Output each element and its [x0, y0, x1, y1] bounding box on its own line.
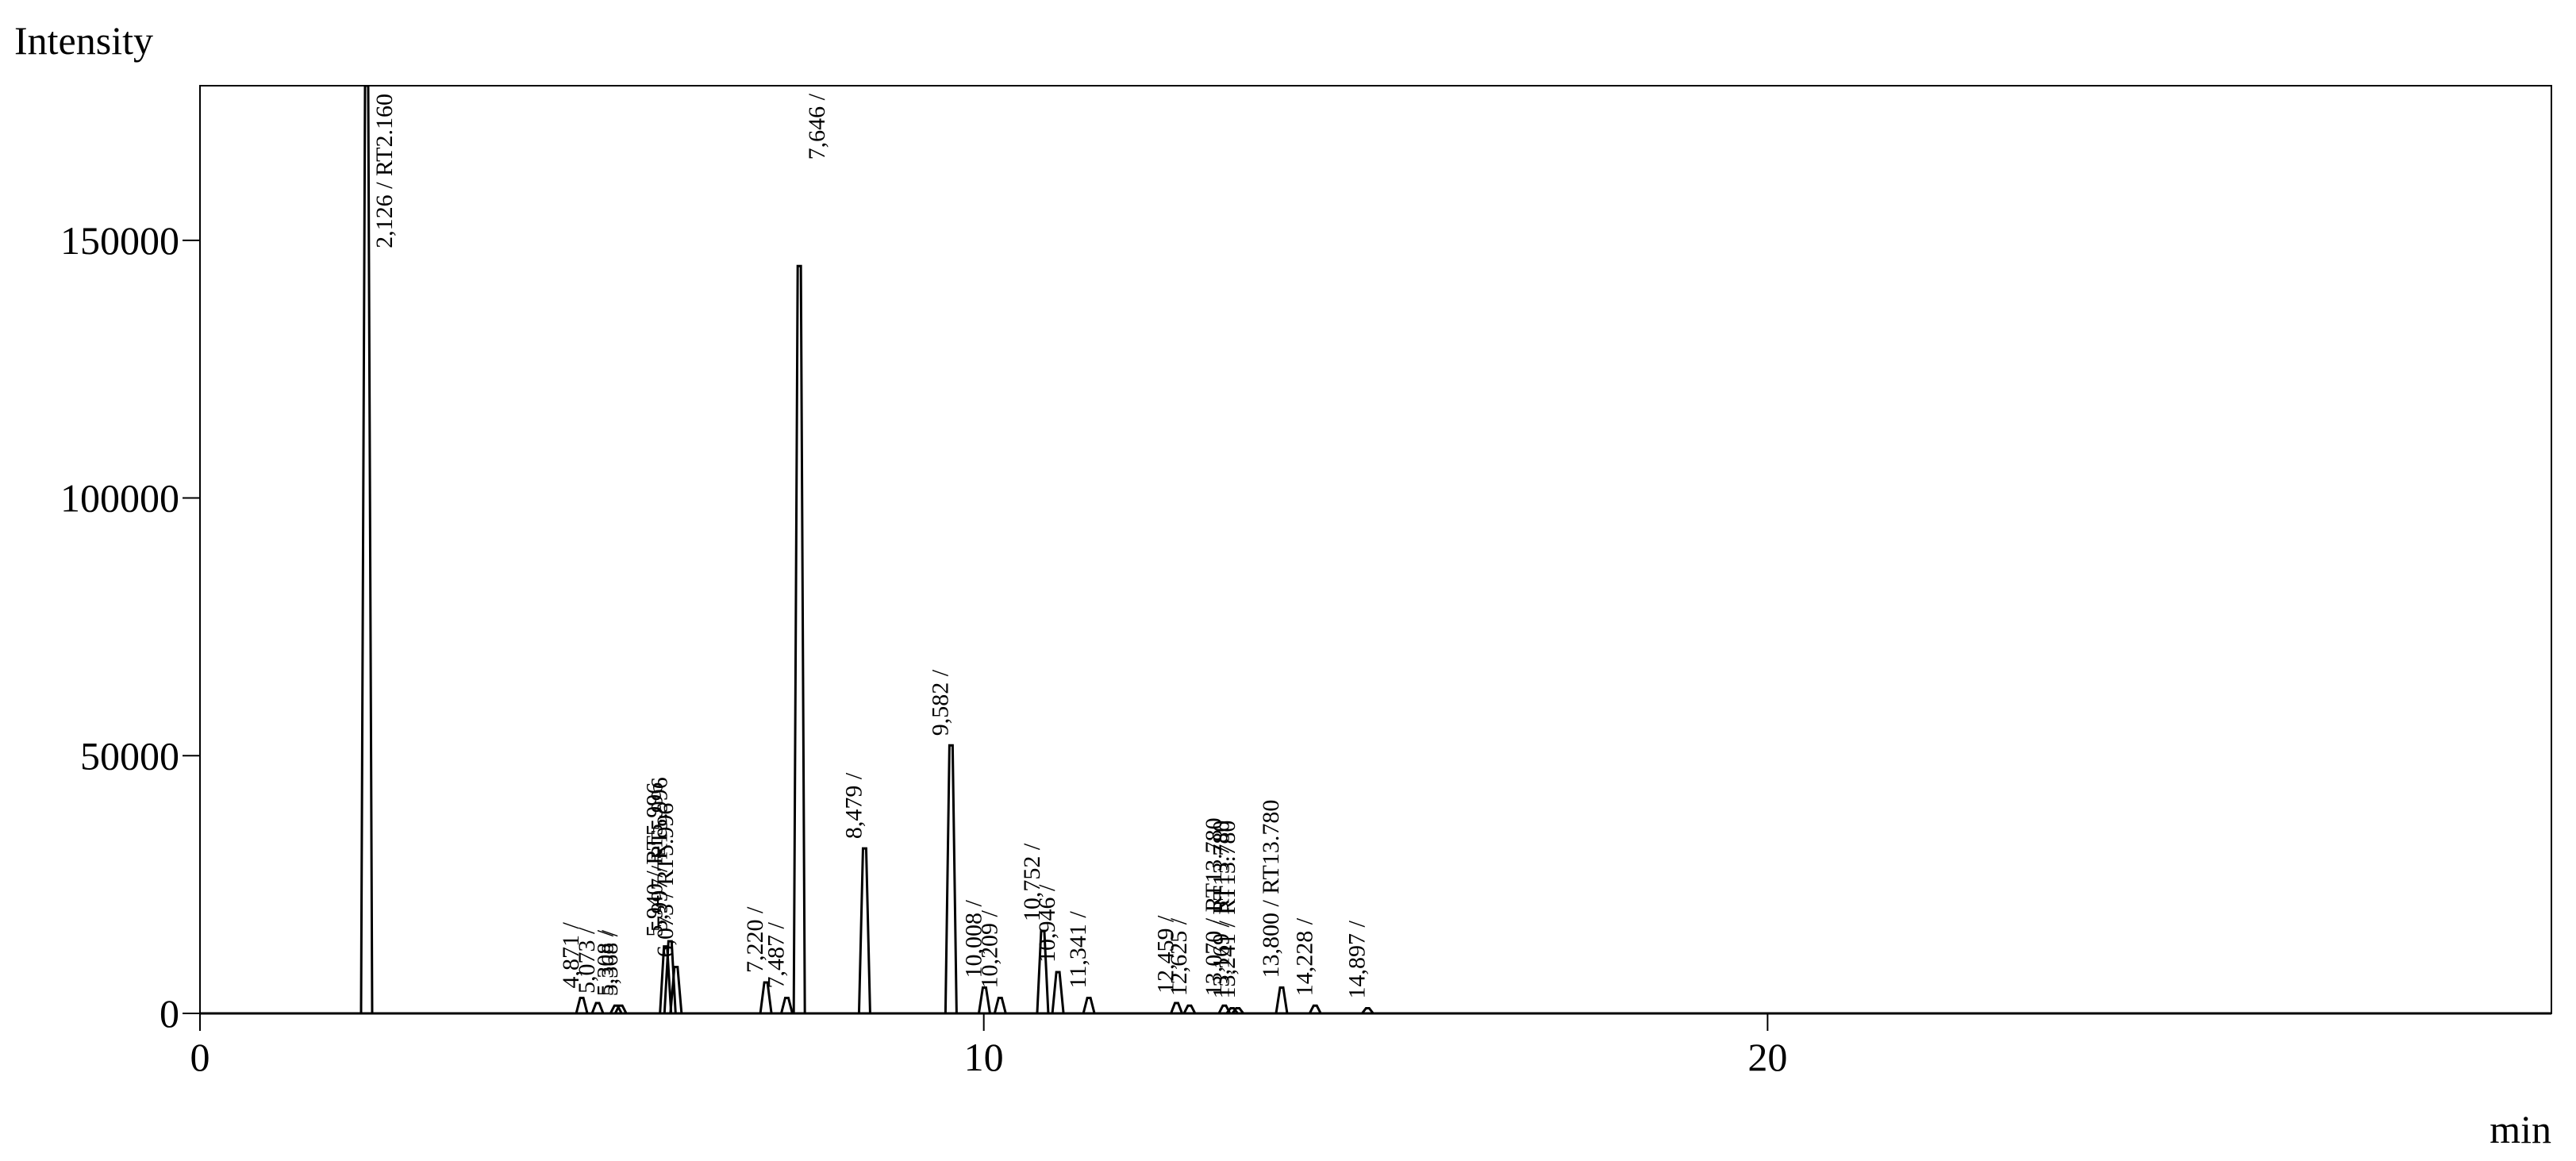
peak-label: 6,073 / RT5.996 [652, 803, 679, 958]
y-tick-label: 100000 [60, 476, 179, 521]
peak [1217, 1004, 1232, 1013]
peak-label: 5,308 / [592, 929, 618, 996]
peak [1170, 1001, 1183, 1013]
peak [590, 1001, 605, 1013]
peak-label: 7,487 / [763, 922, 789, 989]
peak [944, 744, 958, 1013]
peak [857, 847, 871, 1013]
peak [1036, 929, 1050, 1013]
y-tick-label: 0 [160, 991, 179, 1036]
peak [659, 945, 673, 1013]
peak [977, 986, 991, 1013]
y-tick-label: 150000 [60, 218, 179, 263]
peak-label: 2,126 / RT2.160 [371, 94, 398, 248]
peak-label: 11,341 / [1065, 911, 1091, 989]
peak-label: 10,946 / [1034, 884, 1060, 963]
peak [993, 997, 1007, 1013]
peak-label: 13,800 / RT13.780 [1258, 800, 1284, 978]
trace [359, 86, 1375, 1013]
peak-label: 12,459 / [1153, 915, 1179, 994]
peak [1082, 997, 1096, 1013]
y-tick-label: 50000 [80, 733, 179, 778]
peak-label: 10,752 / [1019, 843, 1045, 921]
peak-label: 9,582 / [927, 669, 953, 736]
peak-label: 5,997 / RT5.996 [646, 777, 672, 932]
peak [1308, 1004, 1322, 1013]
x-tick-label: 0 [190, 1035, 210, 1079]
peak-label: 10,209 / [976, 910, 1002, 989]
peak [780, 997, 794, 1013]
peak-label: 7,220 / [742, 906, 768, 973]
peak-label: 4,871 / [558, 922, 584, 989]
peak [359, 86, 374, 1013]
y-axis-label: Intensity [14, 18, 153, 63]
peak-label: 8,479 / [840, 772, 867, 839]
peak [613, 1004, 628, 1013]
peak [759, 981, 773, 1013]
peak-label: 13,241 / RT13.780 [1214, 821, 1240, 999]
peak [1231, 1007, 1244, 1013]
peak-label: 7,646 / [804, 93, 830, 160]
peak [609, 1004, 623, 1013]
peak [792, 264, 806, 1013]
peak-label: 5,940 / RT5.996 [642, 782, 668, 937]
x-tick-label: 20 [1747, 1035, 1787, 1079]
peak-label: 14,228 / [1291, 917, 1317, 996]
peak-label: 5,073 / [574, 927, 600, 994]
peak [1182, 1004, 1197, 1013]
peak [575, 997, 589, 1013]
x-tick-label: 10 [964, 1035, 1004, 1079]
peak-label: 13,169 / RT13.780 [1209, 821, 1235, 999]
peak-label: 14,897 / [1344, 921, 1370, 999]
peak-label: 13,070 / RT13.780 [1201, 817, 1227, 996]
peak [1361, 1007, 1375, 1013]
peak [1051, 971, 1065, 1013]
plot-frame [199, 85, 2552, 1014]
peak [1275, 986, 1289, 1013]
peak-label: 5,368 / [597, 929, 623, 996]
peak [669, 966, 683, 1013]
x-axis-label: min [2489, 1107, 2551, 1151]
peak-label: 12,625 / [1166, 917, 1192, 996]
peak-label: 10,008 / [960, 900, 986, 978]
